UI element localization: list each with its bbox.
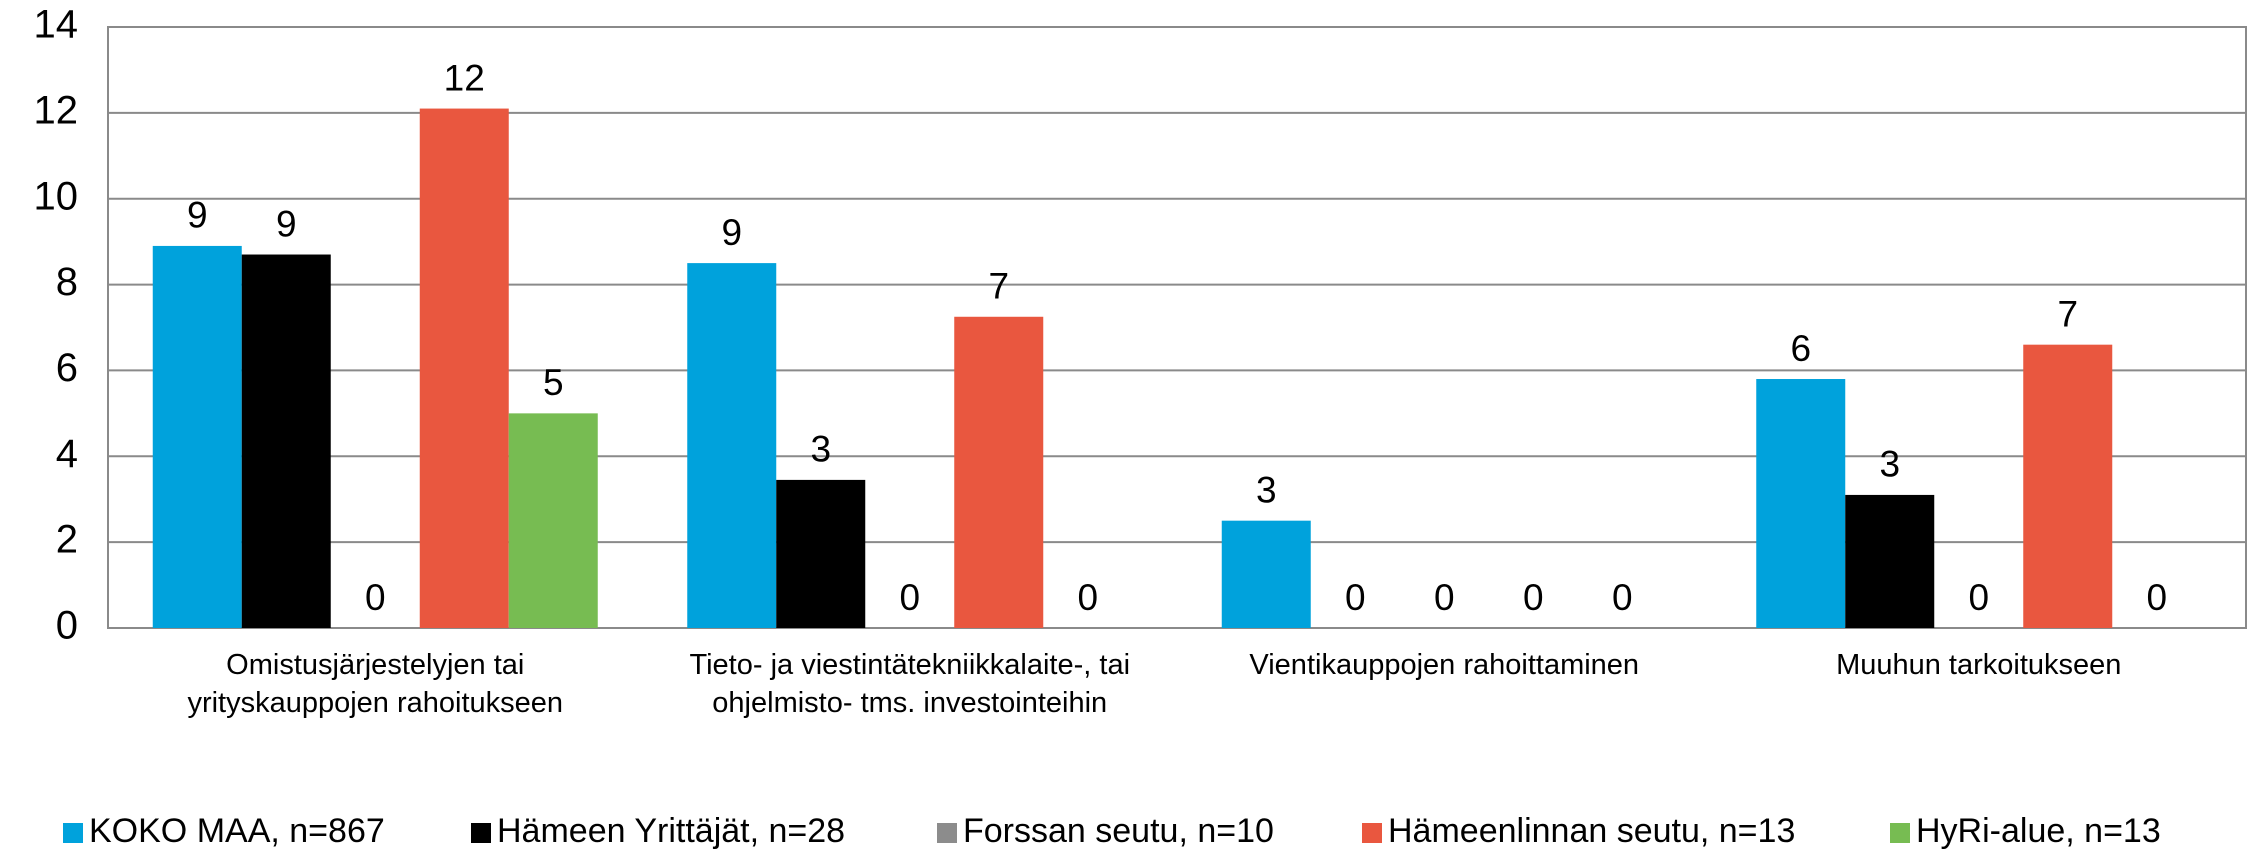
data-label: 7: [2057, 293, 2078, 334]
data-label: 0: [1434, 577, 1455, 618]
y-tick-label: 6: [56, 346, 78, 390]
bar: [2023, 344, 2113, 628]
data-label: 3: [1256, 469, 1277, 510]
bar: [508, 413, 598, 628]
data-label: 5: [543, 362, 564, 403]
data-label: 9: [187, 195, 208, 236]
legend-swatch: [937, 823, 957, 843]
x-tick-label: Vientikauppojen rahoittaminen: [1249, 649, 1640, 681]
y-tick-label: 14: [34, 3, 79, 47]
data-label: 0: [1612, 577, 1633, 618]
data-label: 0: [2146, 577, 2167, 618]
data-label: 3: [810, 429, 831, 470]
bar: [687, 263, 777, 628]
data-label: 9: [276, 203, 297, 244]
data-label: 0: [1523, 577, 1544, 618]
legend-swatch: [63, 823, 83, 843]
bar: [1756, 379, 1846, 628]
y-tick-label: 4: [56, 432, 78, 476]
x-tick-label: Omistusjärjestelyjen tai yrityskauppojen…: [187, 649, 564, 719]
y-tick-label: 12: [34, 88, 79, 132]
y-tick-label: 0: [56, 604, 78, 648]
legend-label: Hämeen Yrittäjät, n=28: [497, 812, 845, 850]
data-label: 6: [1790, 328, 1811, 369]
data-label: 12: [444, 57, 485, 98]
data-label: 7: [988, 266, 1009, 307]
bar: [419, 108, 509, 629]
legend-label: Forssan seutu, n=10: [963, 812, 1274, 850]
bar: [1845, 494, 1935, 628]
bar: [954, 316, 1044, 628]
x-tick-label: Tieto- ja viestintätekniikkalaite-, tai …: [689, 649, 1131, 719]
data-label: 0: [899, 577, 920, 618]
bar: [241, 254, 331, 628]
legend-label: KOKO MAA, n=867: [89, 812, 385, 850]
plot-border: [107, 26, 2247, 629]
data-label: 0: [1345, 577, 1366, 618]
y-tick-label: 8: [56, 260, 78, 304]
legend-swatch: [1890, 823, 1910, 843]
legend-swatch: [471, 823, 491, 843]
data-label: 3: [1879, 444, 1900, 485]
data-label: 0: [365, 577, 386, 618]
legend-swatch: [1362, 823, 1382, 843]
bar: [1221, 520, 1311, 628]
x-tick-label: Muuhun tarkoitukseen: [1836, 649, 2122, 681]
y-tick-label: 10: [34, 174, 79, 218]
legend-label: HyRi-alue, n=13: [1916, 812, 2161, 850]
bar: [152, 245, 242, 628]
y-tick-label: 2: [56, 518, 78, 562]
legend-label: Hämeenlinnan seutu, n=13: [1388, 812, 1795, 850]
bar: [776, 479, 866, 628]
data-label: 9: [721, 212, 742, 253]
data-label: 0: [1968, 577, 1989, 618]
data-label: 0: [1077, 577, 1098, 618]
